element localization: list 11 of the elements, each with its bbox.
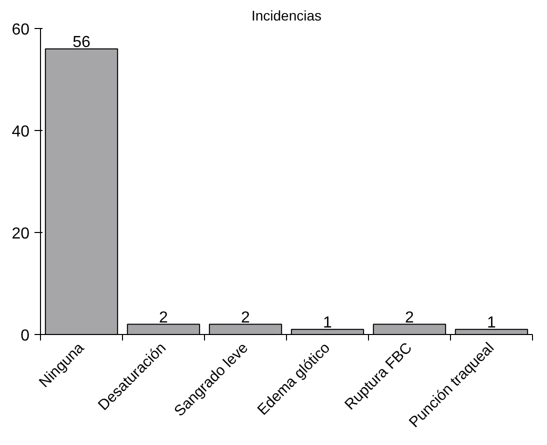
data-label: 1 bbox=[323, 314, 332, 332]
data-label: 2 bbox=[405, 309, 414, 326]
data-label: 1 bbox=[487, 314, 496, 332]
y-tick-label: 40 bbox=[12, 124, 30, 140]
data-label: 2 bbox=[159, 309, 168, 326]
data-label: 56 bbox=[72, 34, 90, 51]
y-tick-label: 60 bbox=[12, 22, 30, 38]
y-tick-label: 20 bbox=[12, 226, 30, 242]
data-label: 2 bbox=[241, 309, 250, 326]
y-tick-label: 0 bbox=[20, 328, 30, 344]
chart-title: Incidencias bbox=[251, 8, 322, 24]
